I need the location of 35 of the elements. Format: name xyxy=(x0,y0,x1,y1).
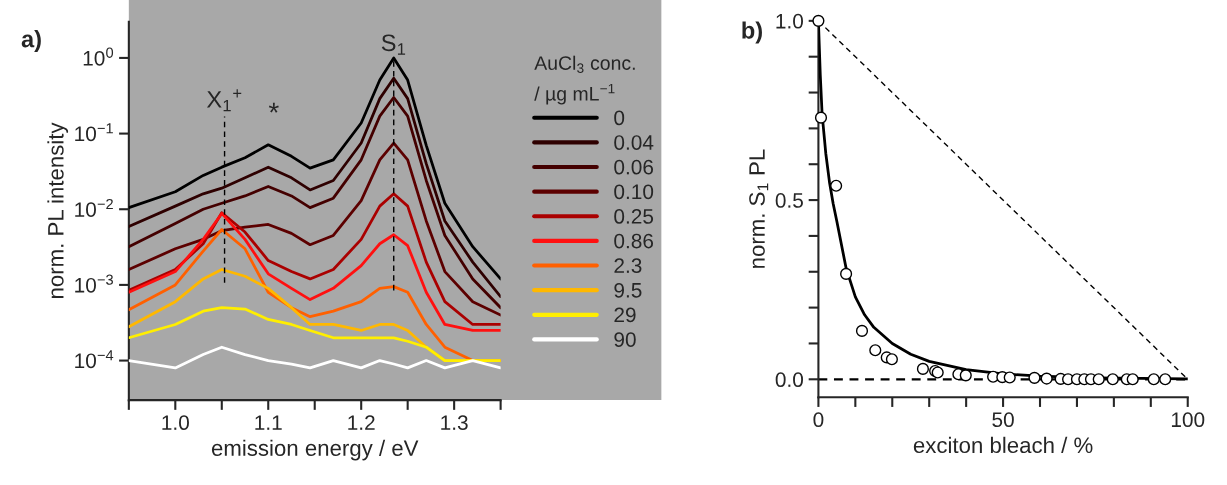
x-axis-title: emission energy / eV xyxy=(211,439,419,461)
y-tick-label: 1.0 xyxy=(776,13,804,29)
x-tick-label: 100 xyxy=(1171,412,1205,428)
ref-line-label: S$_{1}$ xyxy=(381,34,406,55)
legend-label: 9.5 xyxy=(614,282,642,298)
y-axis-title: norm. PL intensity xyxy=(47,122,69,298)
legend-label: 29 xyxy=(614,307,636,323)
legend-title: AuCl$_{3}$ conc. / µg mL$^{−1}$ xyxy=(534,55,635,105)
legend-label: 0.86 xyxy=(614,233,654,249)
x-tick-label: 1.1 xyxy=(255,415,282,430)
y-tick-label: 0.0 xyxy=(775,372,804,388)
y-axis-title: norm. S$_{1}$ PL xyxy=(749,149,769,268)
y-tick-label: 10$^{−1}$ xyxy=(75,123,113,142)
ref-line-label: X$_{1}$$^{+}$ xyxy=(206,89,242,112)
y-tick-label: 10$^{0}$ xyxy=(83,47,114,66)
y-tick-label: 0.5 xyxy=(775,193,803,208)
y-tick-label: 10$^{−2}$ xyxy=(75,198,113,217)
annotation: * xyxy=(268,102,279,113)
x-tick-label: 0 xyxy=(813,412,824,428)
legend-label: 0.04 xyxy=(614,135,654,150)
legend-label: 0.10 xyxy=(614,184,654,200)
text: a) xyxy=(21,30,41,53)
text: b) xyxy=(742,21,762,44)
x-tick-label: 1.2 xyxy=(348,415,375,430)
x-axis-title: exciton bleach / % xyxy=(913,436,1093,454)
x-tick-label: 50 xyxy=(992,412,1014,428)
legend-label: 0 xyxy=(614,110,625,126)
y-tick-label: 10$^{−4}$ xyxy=(75,350,114,369)
legend-label: 0.25 xyxy=(614,209,654,224)
x-tick-label: 1.0 xyxy=(162,415,189,431)
x-tick-label: 1.3 xyxy=(441,415,468,431)
legend-label: 0.06 xyxy=(614,159,654,175)
legend-label: 90 xyxy=(614,332,636,347)
legend-label: 2.3 xyxy=(614,258,642,274)
y-tick-label: 10$^{−3}$ xyxy=(75,274,113,293)
